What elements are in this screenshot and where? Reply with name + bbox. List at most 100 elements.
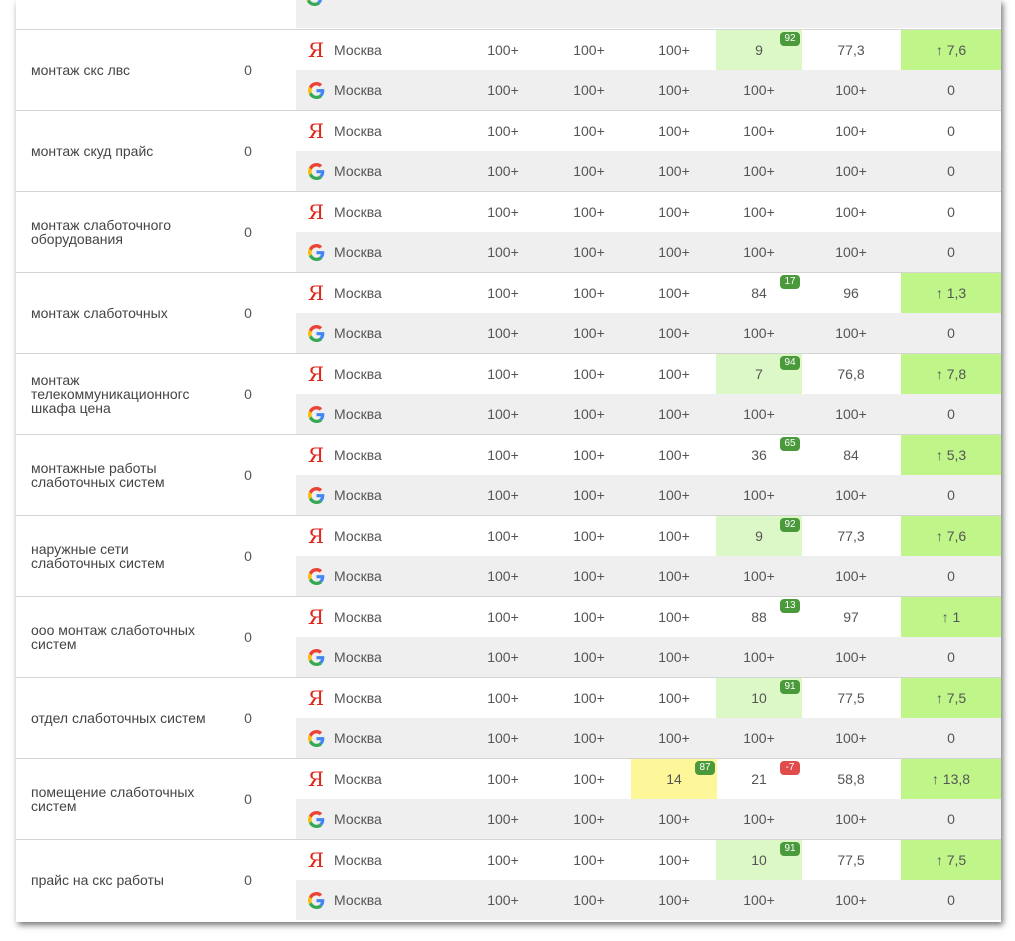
position-value: 100+ xyxy=(835,163,867,179)
position-value: 0 xyxy=(947,163,955,179)
keyword-group: монтаж слаботочного оборудования 0 Я Мос… xyxy=(16,191,1001,272)
position-value: 100+ xyxy=(835,325,867,341)
position-cell-c4: 100+ xyxy=(716,799,802,839)
position-value: 100+ xyxy=(743,568,775,584)
position-cell-c1: 100+ xyxy=(460,30,546,70)
position-cell-c5: 100+ xyxy=(802,232,900,272)
position-value: 100+ xyxy=(835,82,867,98)
position-cell-c5: 100+ xyxy=(802,151,900,191)
position-cell-c2: 100+ xyxy=(546,637,632,677)
yandex-row: Я Москва 100+ 100+ 100+ 100+ 100+ 0 xyxy=(296,111,1001,151)
yandex-glyph: Я xyxy=(307,38,325,62)
google-row: Москва 100+ 100+ 100+ 100+ 100+ 0 xyxy=(296,880,1001,920)
position-value: 100+ xyxy=(743,649,775,665)
position-cell-c1: 100+ xyxy=(460,192,546,232)
keyword-count: 0 xyxy=(244,872,252,888)
google-row: Москва 100+ 100+ 100+ 100+ 100+ 0 xyxy=(296,799,1001,839)
position-value: 100+ xyxy=(487,528,519,544)
position-value: 100+ xyxy=(835,649,867,665)
position-cell-c4: 100+ xyxy=(716,111,802,151)
google-icon xyxy=(306,718,326,758)
position-value: 100+ xyxy=(743,163,775,179)
keyword-count: 0 xyxy=(244,224,252,240)
keyword-label: монтаж слаботочного оборудования xyxy=(31,192,211,272)
position-cell-c2: 100+ xyxy=(546,232,632,272)
position-cell-c6: 0 xyxy=(901,718,1001,758)
position-value: 100+ xyxy=(487,609,519,625)
position-cell-c4: 100+ xyxy=(716,313,802,353)
region-label: Москва xyxy=(334,811,382,827)
yandex-icon: Я xyxy=(306,597,326,637)
position-cell-c3: 100+ xyxy=(631,273,717,313)
position-cell-c5: 77,5 xyxy=(802,678,900,718)
position-cell-c6: 0 xyxy=(901,637,1001,677)
position-cell-c5: 100+ xyxy=(802,70,900,110)
position-value: 100+ xyxy=(573,163,605,179)
position-cell-c5: 97 xyxy=(802,597,900,637)
position-cell-c2: 100+ xyxy=(546,516,632,556)
google-icon xyxy=(306,637,326,677)
position-cell-c4: 36 65 xyxy=(716,435,802,475)
position-value: 100+ xyxy=(658,811,690,827)
position-cell-c5: 84 xyxy=(802,435,900,475)
position-cell-c4: 100+ xyxy=(716,70,802,110)
position-value: 10 xyxy=(751,690,767,706)
position-value: 77,3 xyxy=(837,42,865,58)
position-value: 97 xyxy=(843,609,859,625)
keyword-count: 0 xyxy=(244,791,252,807)
position-value: 100+ xyxy=(573,82,605,98)
position-value: 77,3 xyxy=(837,528,865,544)
position-cell-c3: 100+ xyxy=(631,394,717,434)
position-value: 100+ xyxy=(658,528,690,544)
position-value: 100+ xyxy=(658,204,690,220)
position-cell-c4: 88 13 xyxy=(716,597,802,637)
position-value: 100+ xyxy=(743,406,775,422)
yandex-icon: Я xyxy=(306,435,326,475)
yandex-glyph: Я xyxy=(307,848,325,872)
yandex-icon: Я xyxy=(306,111,326,151)
position-value: 100+ xyxy=(658,649,690,665)
position-value: 100+ xyxy=(487,244,519,260)
keyword-label: наружные сети слаботочных систем xyxy=(31,516,211,596)
position-value: 100+ xyxy=(658,406,690,422)
position-cell-c1: 100+ xyxy=(460,313,546,353)
google-icon xyxy=(306,232,326,272)
position-change-badge: 13 xyxy=(780,599,800,613)
position-value: 100+ xyxy=(835,568,867,584)
position-cell-c6: 0 xyxy=(901,313,1001,353)
keyword-text: монтаж телекоммуникационногс шкафа цена xyxy=(31,372,190,416)
keyword-count: 0 xyxy=(244,143,252,159)
position-value: 100+ xyxy=(573,730,605,746)
position-value: 100+ xyxy=(658,568,690,584)
position-cell-c5: 76,8 xyxy=(802,354,900,394)
keyword-label: монтаж слаботочных xyxy=(31,273,211,353)
position-value: 100+ xyxy=(658,325,690,341)
position-cell-c1: 100+ xyxy=(460,880,546,920)
position-value: 10 xyxy=(751,852,767,868)
position-value: 100+ xyxy=(658,123,690,139)
position-cell-c1: 100+ xyxy=(460,354,546,394)
position-value: 0 xyxy=(947,811,955,827)
position-cell-c4: 100+ xyxy=(716,394,802,434)
position-value: 100+ xyxy=(835,244,867,260)
position-cell-c4: 7 94 xyxy=(716,354,802,394)
position-value: 0 xyxy=(947,406,955,422)
position-cell-c5: 77,3 xyxy=(802,516,900,556)
keyword-text: прайс на скс работы xyxy=(31,872,164,888)
yandex-row: Я Москва 100+ 100+ 100+ 36 65 84 ↑ 5,3 xyxy=(296,435,1001,475)
position-value: 100+ xyxy=(487,447,519,463)
keyword-label: прайс на скс работы xyxy=(31,840,211,920)
position-cell-c1: 100+ xyxy=(460,70,546,110)
position-cell-c6: 0 xyxy=(901,70,1001,110)
position-value: 100+ xyxy=(658,163,690,179)
position-value: 100+ xyxy=(835,730,867,746)
position-value: 0 xyxy=(947,244,955,260)
keyword-count: 0 xyxy=(244,710,252,726)
google-icon xyxy=(306,313,326,353)
position-cell-c6: ↑ 1 xyxy=(901,597,1001,637)
position-cell-c5: 100+ xyxy=(802,313,900,353)
keyword-count: 0 xyxy=(244,386,252,402)
yandex-glyph: Я xyxy=(307,119,325,143)
position-cell-c4: 100+ xyxy=(716,475,802,515)
position-cell-c6: 0 xyxy=(901,111,1001,151)
